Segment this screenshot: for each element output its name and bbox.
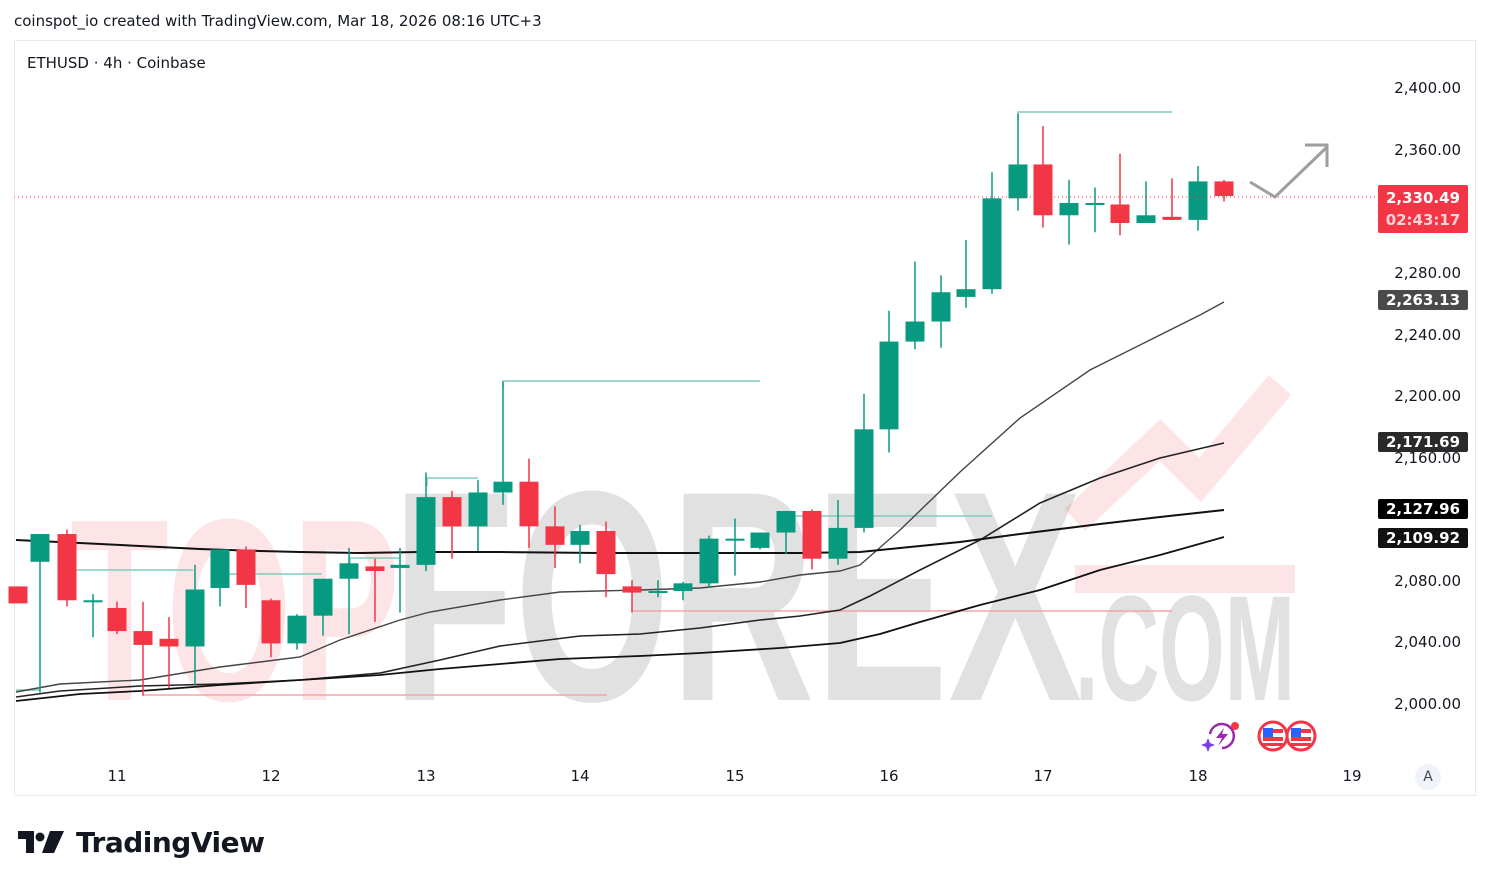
- time-axis-label: 11: [107, 767, 127, 785]
- us-economic-events-icon[interactable]: [1257, 720, 1319, 752]
- price-axis-label: 2,240.00: [1394, 326, 1461, 344]
- last-price-value: 2,330.49: [1385, 189, 1461, 207]
- last-price-tag: 2,330.49 02:43:17: [1378, 185, 1468, 233]
- svg-text:FOREX: FOREX: [392, 428, 1083, 764]
- time-axis-label: 14: [570, 767, 590, 785]
- time-axis-label: 13: [416, 767, 436, 785]
- time-axis-label: 18: [1188, 767, 1208, 785]
- ma4-price-tag: 2,109.92: [1378, 528, 1468, 548]
- price-axis-label: 2,000.00: [1394, 695, 1461, 713]
- auto-scale-button[interactable]: A: [1415, 764, 1441, 790]
- price-axis-label: 2,160.00: [1394, 449, 1461, 467]
- arrow-head-icon: [1305, 143, 1329, 167]
- tradingview-brand: TradingView: [76, 826, 265, 859]
- symbol-title[interactable]: ETHUSD · 4h · Coinbase: [27, 54, 206, 72]
- time-axis-label: 15: [725, 767, 745, 785]
- time-axis-label: 19: [1342, 767, 1362, 785]
- ai-lightning-icon[interactable]: [1200, 720, 1244, 752]
- ma3-price-tag: 2,127.96: [1378, 499, 1468, 519]
- price-axis-label: 2,200.00: [1394, 387, 1461, 405]
- chart-credit: coinspot_io created with TradingView.com…: [14, 12, 542, 30]
- tradingview-logo-icon: [18, 830, 64, 853]
- price-axis-label: 2,400.00: [1394, 79, 1461, 97]
- svg-text:.COM: .COM: [1075, 564, 1295, 732]
- ma1-price-tag: 2,263.13: [1378, 290, 1468, 310]
- projection-arrow-icon[interactable]: [1249, 145, 1329, 199]
- time-axis-label: 16: [879, 767, 899, 785]
- candles: [8, 113, 1234, 696]
- time-axis-label: 12: [261, 767, 281, 785]
- bar-countdown: 02:43:17: [1385, 211, 1461, 229]
- time-axis-label: 17: [1033, 767, 1053, 785]
- price-axis-label: 2,080.00: [1394, 572, 1461, 590]
- tradingview-logo[interactable]: TradingView: [18, 826, 265, 859]
- ma2-price-tag: 2,171.69: [1378, 432, 1468, 452]
- price-axis-label: 2,280.00: [1394, 264, 1461, 282]
- price-axis-label: 2,360.00: [1394, 141, 1461, 159]
- price-axis-label: 2,040.00: [1394, 633, 1461, 651]
- chart-frame: [14, 40, 1476, 796]
